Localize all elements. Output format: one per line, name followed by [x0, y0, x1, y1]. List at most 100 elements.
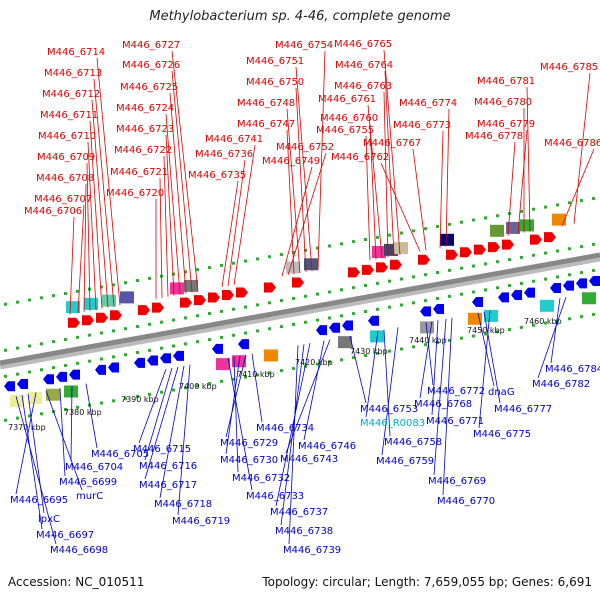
leader-line	[286, 340, 330, 453]
track-dot	[292, 323, 295, 326]
track-dot	[352, 286, 355, 289]
track-dot	[304, 321, 307, 324]
track-dot	[412, 275, 415, 278]
gene-arrow	[56, 372, 67, 382]
track-dot	[340, 314, 343, 317]
track-dot	[196, 314, 199, 317]
gene-label: M446_6723	[116, 124, 174, 135]
gene-arrow	[292, 277, 304, 287]
track-dot	[124, 353, 127, 356]
gene-arrow	[433, 304, 444, 314]
gene-arrow	[138, 305, 150, 315]
leader-line	[252, 354, 262, 422]
track-dot	[484, 288, 487, 291]
tick-label: 7450 kbp	[467, 326, 505, 335]
track-dot	[268, 255, 271, 258]
track-dot	[256, 303, 259, 306]
gene-label: M446_6786	[544, 138, 600, 149]
leader-line	[97, 58, 120, 305]
gene-arrow	[502, 240, 514, 250]
gene-label: M446_6712	[42, 89, 100, 100]
gene-label: M446_6767	[363, 138, 421, 149]
track-dot	[460, 293, 463, 296]
gene-arrow	[342, 320, 353, 330]
gene-block	[372, 246, 386, 258]
track-dot	[28, 370, 31, 373]
track-dot	[376, 236, 379, 239]
track-dot	[4, 303, 7, 306]
track-dot	[568, 247, 571, 250]
track-dot	[544, 206, 547, 209]
tick-label: 7400 kbp	[179, 382, 217, 391]
track-dot	[544, 252, 547, 255]
gene-block	[170, 282, 184, 294]
leader-line	[78, 205, 84, 313]
track-dot	[196, 268, 199, 271]
track-dot	[136, 351, 139, 354]
genome-map: 7370 kbp 7380 kbp 7390 kbp 7400 kbp 7410…	[0, 0, 600, 600]
track-dot	[328, 290, 331, 293]
track-dot	[100, 358, 103, 361]
gene-arrow	[194, 295, 206, 305]
gene-arrow	[576, 278, 587, 288]
track-dot	[40, 342, 43, 345]
leader-line	[172, 71, 192, 292]
track-dot	[580, 315, 583, 318]
gene-arrow	[264, 282, 276, 292]
track-dot	[232, 334, 235, 337]
leader-line	[518, 130, 527, 234]
gene-arrow	[390, 260, 402, 270]
gene-arrow	[488, 242, 500, 252]
tick-label: 7380 kbp	[64, 408, 102, 417]
gene-label: M446_6747	[237, 119, 295, 130]
gene-label: M446_6752	[276, 142, 334, 153]
gene-label: M446_6781	[477, 76, 535, 87]
track-dot	[592, 197, 595, 200]
track-dot	[280, 325, 283, 328]
track-dot	[448, 295, 451, 298]
gene-label: murC	[76, 491, 103, 502]
gene-label: M446_6784	[545, 364, 600, 375]
gene-arrow	[524, 288, 535, 298]
track-dot	[196, 340, 199, 343]
track-dot	[496, 286, 499, 289]
track-dot	[280, 369, 283, 372]
gene-arrow	[563, 281, 574, 291]
track-dot	[508, 258, 511, 261]
gene-arrow	[418, 255, 430, 265]
track-dot	[352, 240, 355, 243]
track-dot	[424, 227, 427, 230]
gene-arrow	[474, 245, 486, 255]
gene-label: M446_6746	[298, 441, 356, 452]
gene-label: M446_6779	[477, 119, 535, 130]
gene-label: M446_6761	[318, 94, 376, 105]
gene-block	[394, 242, 408, 254]
gene-arrow	[69, 370, 80, 380]
gene-arrow	[82, 315, 94, 325]
gene-block	[552, 214, 566, 226]
track-dot	[100, 332, 103, 335]
gene-arrow	[420, 306, 431, 316]
gene-label: M446_6711	[40, 110, 98, 121]
track-dot	[388, 234, 391, 237]
track-dot	[496, 214, 499, 217]
gene-arrow	[376, 262, 388, 272]
track-dot	[244, 332, 247, 335]
track-dot	[544, 278, 547, 281]
gene-label: M446_6765	[334, 39, 392, 50]
track-dot	[136, 325, 139, 328]
gene-label: dnaG	[488, 387, 515, 398]
track-dot	[400, 232, 403, 235]
gene-arrow	[96, 313, 108, 323]
gene-label: M446_6759	[376, 456, 434, 467]
gene-label: M446_6739	[283, 545, 341, 556]
gene-label: M446_6770	[437, 496, 495, 507]
gene-label: M446_6720	[106, 188, 164, 199]
gene-label: M446_6760	[320, 113, 378, 124]
leader-line	[160, 366, 184, 498]
track-dot	[220, 380, 223, 383]
track-dot	[484, 262, 487, 265]
gene-label: M446_6715	[133, 444, 191, 455]
track-dot	[412, 229, 415, 232]
gene-label: M446_6707	[34, 194, 92, 205]
